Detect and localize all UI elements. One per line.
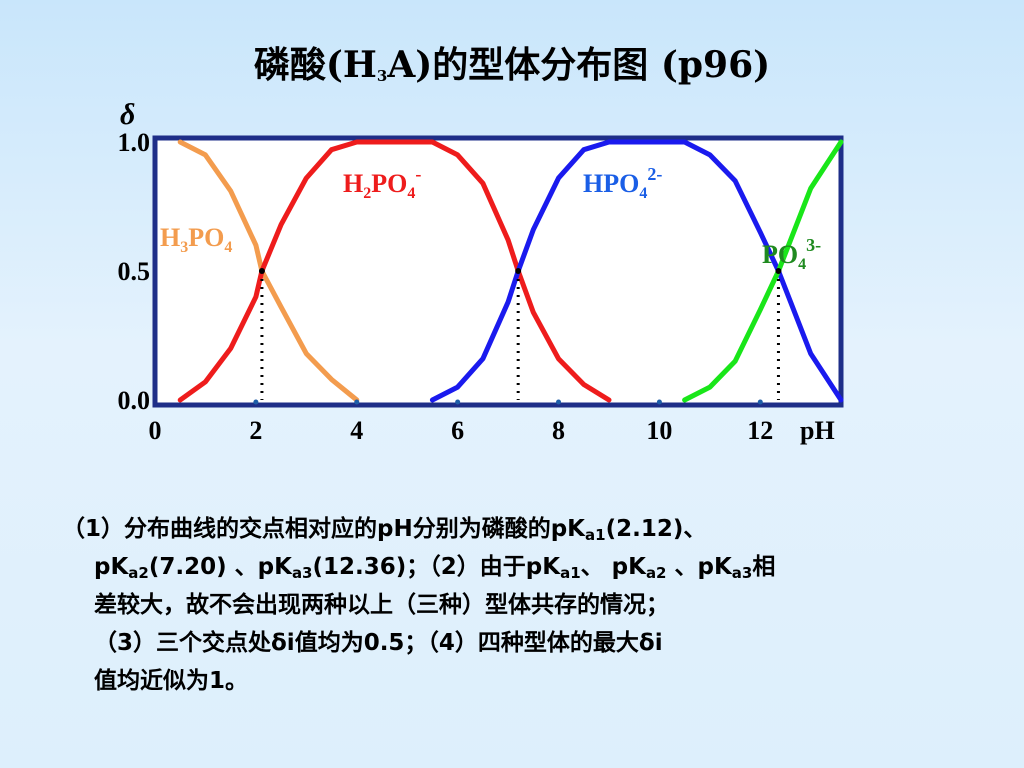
series-label-po4: PO43- xyxy=(762,235,821,273)
y-axis-label: δ xyxy=(120,98,135,131)
y-tick-0.5: 0.5 xyxy=(118,257,151,286)
pka-lines xyxy=(258,268,782,400)
series-label-h2po4: H2PO4- xyxy=(343,164,421,202)
x-tick-4: 4 xyxy=(350,416,363,445)
series-line-h2po4 xyxy=(177,139,612,403)
x-tick-mark-2 xyxy=(253,399,259,405)
x-tick-mark-10 xyxy=(656,399,662,405)
intersection-point-2 xyxy=(515,268,522,274)
x-tick-mark-8 xyxy=(556,399,562,405)
y-tick-0.0: 0.0 xyxy=(118,386,151,415)
x-tick-0: 0 xyxy=(149,416,162,445)
x-tick-mark-12 xyxy=(757,399,763,405)
note-line-4: （3）三个交点处δi值均为0.5；（4）四种型体的最大δi xyxy=(94,630,663,656)
x-axis-label: pH xyxy=(800,416,835,445)
series-label-hpo4: HPO42- xyxy=(583,164,662,202)
note-line-1: （1）分布曲线的交点相对应的pH分别为磷酸的pKa1(2.12)、 xyxy=(62,516,707,544)
series-line-hpo4 xyxy=(429,139,844,403)
y-tick-labels: 0.0 0.5 1.0 xyxy=(118,128,151,415)
series-label-h3po4: H3PO4 xyxy=(160,223,232,256)
curves xyxy=(177,139,844,403)
x-tick-10: 10 xyxy=(646,416,672,445)
note-line-2: pKa2(7.20) 、pKa3(12.36)；（2）由于pKa1、 pKa2 … xyxy=(94,554,776,582)
x-tick-8: 8 xyxy=(552,416,565,445)
x-tick-labels: 0 2 4 6 8 10 12 xyxy=(149,416,774,445)
explanation-text: （1）分布曲线的交点相对应的pH分别为磷酸的pKa1(2.12)、 pKa2(7… xyxy=(62,510,992,700)
plot-area xyxy=(152,135,844,408)
x-tick-6: 6 xyxy=(451,416,464,445)
note-line-5: 值均近似为1。 xyxy=(94,668,249,694)
slide-title: 磷酸(H3A)的型体分布图 (p96) xyxy=(253,44,771,86)
note-line-3: 差较大，故不会出现两种以上（三种）型体共存的情况； xyxy=(94,592,669,618)
series-line-po4 xyxy=(682,139,844,403)
intersection-point-3 xyxy=(775,268,782,274)
axis-marks xyxy=(253,399,763,405)
intersection-point-1 xyxy=(258,268,265,274)
y-tick-1.0: 1.0 xyxy=(118,128,151,157)
x-tick-mark-6 xyxy=(455,399,461,405)
distribution-chart: δ 0 2 4 6 8 10 12 0.0 0.5 1.0 pH H3PO4 H2PO4- HP… xyxy=(118,98,844,445)
x-tick-mark-4 xyxy=(354,399,360,405)
x-tick-2: 2 xyxy=(249,416,262,445)
x-tick-12: 12 xyxy=(747,416,773,445)
